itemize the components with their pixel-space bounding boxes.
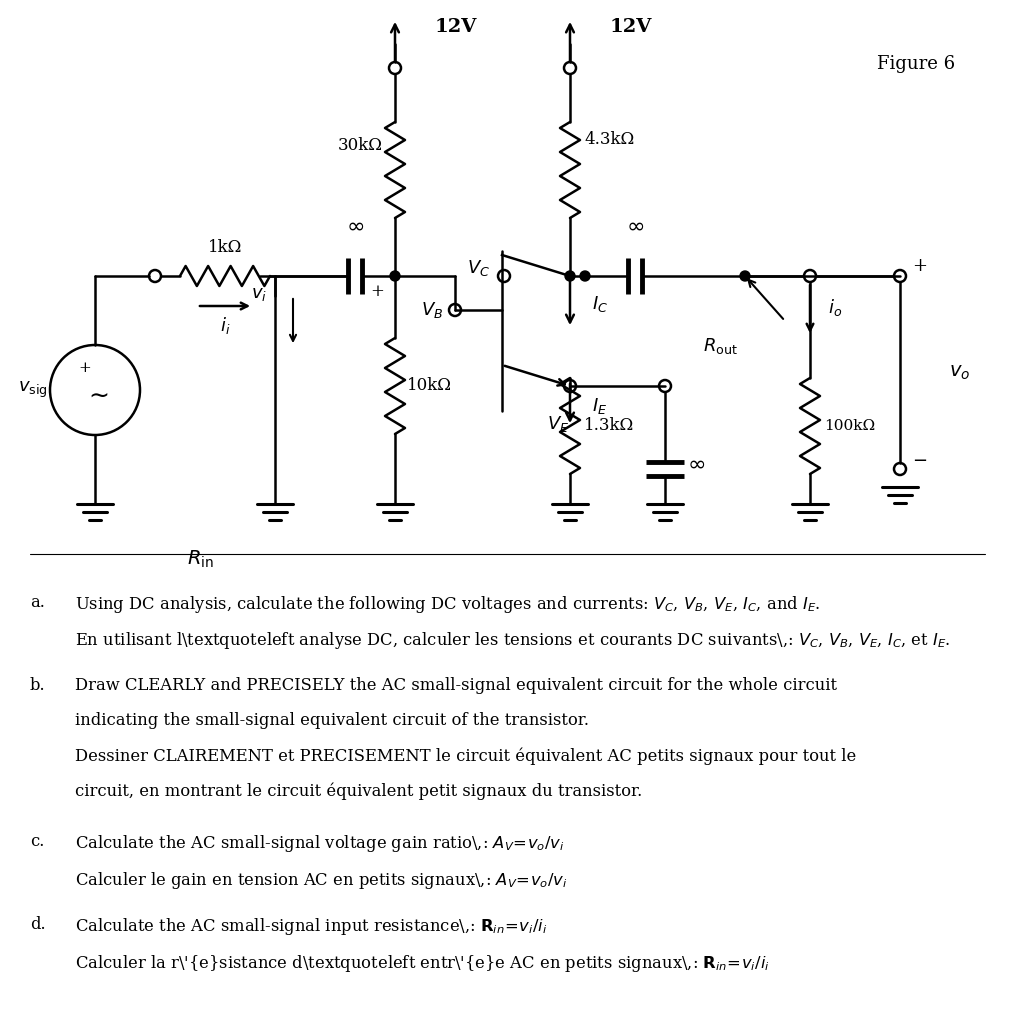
Text: Using DC analysis, calculate the following DC voltages and currents: $V_C$, $V_B: Using DC analysis, calculate the followi… bbox=[75, 594, 820, 615]
Text: $\sim$: $\sim$ bbox=[85, 384, 109, 407]
Text: 12V: 12V bbox=[610, 18, 652, 36]
Text: $I_E$: $I_E$ bbox=[592, 396, 607, 416]
Text: $i_o$: $i_o$ bbox=[828, 298, 842, 318]
Text: $\infty$: $\infty$ bbox=[346, 215, 364, 237]
Circle shape bbox=[580, 271, 590, 281]
Text: $I_C$: $I_C$ bbox=[592, 294, 608, 314]
Text: 12V: 12V bbox=[435, 18, 478, 36]
Text: $V_C$: $V_C$ bbox=[467, 258, 490, 278]
Text: $v_o$: $v_o$ bbox=[949, 364, 971, 382]
Circle shape bbox=[565, 271, 575, 281]
Text: $R_{\rm out}$: $R_{\rm out}$ bbox=[703, 336, 737, 356]
Text: Calculate the AC small-signal voltage gain ratio\,: $A_V\!=\!v_o/v_i$: Calculate the AC small-signal voltage ga… bbox=[75, 834, 565, 854]
Text: 1kΩ: 1kΩ bbox=[208, 240, 242, 256]
Text: $i_i$: $i_i$ bbox=[220, 315, 230, 337]
Text: 4.3kΩ: 4.3kΩ bbox=[584, 131, 634, 148]
Text: $\infty$: $\infty$ bbox=[626, 215, 644, 237]
Text: Figure 6: Figure 6 bbox=[877, 55, 955, 73]
Text: Calculer la r\'{e}sistance d\textquoteleft entr\'{e}e AC en petits signaux\,: $\: Calculer la r\'{e}sistance d\textquotele… bbox=[75, 952, 770, 974]
Text: $R_{\rm in}$: $R_{\rm in}$ bbox=[187, 548, 213, 569]
Text: $v_{\rm sig}$: $v_{\rm sig}$ bbox=[18, 380, 47, 400]
Text: Dessiner CLAIREMENT et PRECISEMENT le circuit équivalent AC petits signaux pour : Dessiner CLAIREMENT et PRECISEMENT le ci… bbox=[75, 748, 856, 765]
Text: indicating the small-signal equivalent circuit of the transistor.: indicating the small-signal equivalent c… bbox=[75, 713, 589, 729]
Text: +: + bbox=[79, 361, 91, 375]
Text: 1.3kΩ: 1.3kΩ bbox=[584, 418, 634, 434]
Text: Calculate the AC small-signal input resistance\,: $\mathbf{R}_{in}\!=\!v_i/i_i$: Calculate the AC small-signal input resi… bbox=[75, 916, 547, 937]
Text: 100kΩ: 100kΩ bbox=[824, 419, 875, 433]
Text: a.: a. bbox=[30, 594, 44, 611]
Text: d.: d. bbox=[30, 916, 45, 934]
Text: +: + bbox=[370, 283, 384, 299]
Text: $V_E$: $V_E$ bbox=[546, 414, 569, 434]
Text: $\infty$: $\infty$ bbox=[687, 453, 705, 475]
Text: +: + bbox=[912, 257, 927, 275]
Text: b.: b. bbox=[30, 677, 45, 694]
Text: $V_B$: $V_B$ bbox=[421, 300, 443, 319]
Circle shape bbox=[740, 271, 750, 281]
Text: circuit, en montrant le circuit équivalent petit signaux du transistor.: circuit, en montrant le circuit équivale… bbox=[75, 782, 642, 800]
Text: En utilisant l\textquoteleft analyse DC, calculer les tensions et courants DC su: En utilisant l\textquoteleft analyse DC,… bbox=[75, 631, 950, 651]
Text: 30kΩ: 30kΩ bbox=[338, 136, 383, 154]
Circle shape bbox=[390, 271, 400, 281]
Text: $-$: $-$ bbox=[912, 450, 927, 468]
Text: c.: c. bbox=[30, 834, 44, 850]
Text: $v_i$: $v_i$ bbox=[250, 285, 267, 303]
Text: Calculer le gain en tension AC en petits signaux\,: $A_V\!=\!v_o/v_i$: Calculer le gain en tension AC en petits… bbox=[75, 869, 568, 891]
Text: 10kΩ: 10kΩ bbox=[407, 378, 452, 394]
Text: Draw CLEARLY and PRECISELY the AC small-signal equivalent circuit for the whole : Draw CLEARLY and PRECISELY the AC small-… bbox=[75, 677, 837, 694]
